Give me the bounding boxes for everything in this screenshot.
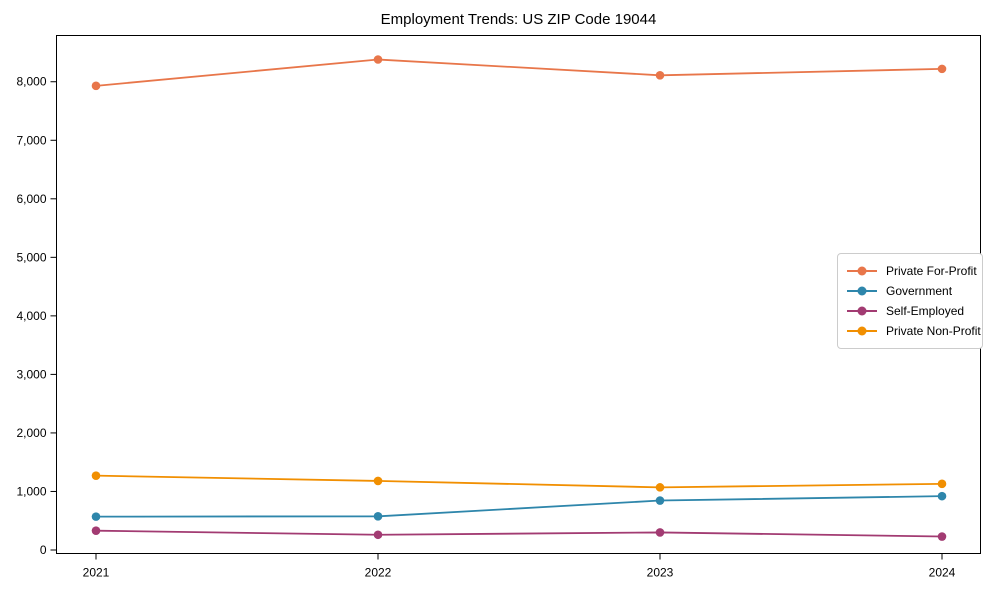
series-marker <box>655 483 665 492</box>
y-tick-label: 6,000 <box>16 192 46 206</box>
y-tick-label: 4,000 <box>16 309 46 323</box>
series-marker <box>373 476 383 486</box>
legend-marker-icon <box>847 326 877 336</box>
series-marker <box>91 526 101 535</box>
chart-title: Employment Trends: US ZIP Code 19044 <box>380 11 657 28</box>
legend-item: Private For-Profit <box>847 261 977 281</box>
series-marker <box>373 55 383 64</box>
legend-label: Private Non-Profit <box>886 324 981 338</box>
x-tick-label: 2024 <box>929 566 956 580</box>
legend-marker-icon <box>847 306 877 316</box>
legend-label: Private For-Profit <box>886 264 977 278</box>
legend-dot-icon <box>857 306 867 316</box>
y-tick-label: 2,000 <box>16 426 46 440</box>
x-tick-label: 2023 <box>647 566 674 580</box>
y-tick-label: 0 <box>40 543 47 557</box>
x-tick-label: 2021 <box>83 566 110 580</box>
legend: Private For-Profit Government Self-Employe… <box>837 253 983 349</box>
legend-marker-icon <box>847 266 877 276</box>
series-marker <box>937 532 947 541</box>
legend-marker-icon <box>847 286 877 296</box>
y-tick-label: 3,000 <box>16 367 46 381</box>
series-marker <box>91 512 101 521</box>
series-marker <box>91 471 101 480</box>
series-marker <box>937 64 947 74</box>
series-line <box>95 495 943 518</box>
legend-label: Government <box>886 284 953 298</box>
series-marker <box>91 81 101 91</box>
series-marker <box>373 530 383 540</box>
legend-item: Self-Employed <box>847 301 974 321</box>
y-tick-label: 1,000 <box>16 484 46 498</box>
legend-dot-icon <box>857 326 867 336</box>
series-marker <box>373 512 383 521</box>
series-marker <box>937 491 947 501</box>
legend-item: Private Non-Profit <box>847 321 981 341</box>
y-tick-label: 8,000 <box>16 75 46 89</box>
legend-dot-icon <box>857 266 867 276</box>
y-tick-label: 7,000 <box>16 133 46 147</box>
series-line <box>95 58 943 87</box>
legend-dot-icon <box>857 286 867 296</box>
series-marker <box>655 71 665 80</box>
series-marker <box>937 479 947 489</box>
x-tick-label: 2022 <box>365 566 392 580</box>
series-marker <box>655 496 665 505</box>
y-tick-label: 5,000 <box>16 250 46 264</box>
legend-item: Government <box>847 281 974 301</box>
series-marker <box>655 528 665 537</box>
series-line <box>95 529 943 538</box>
legend-label: Self-Employed <box>886 304 965 318</box>
series-line <box>95 474 943 489</box>
